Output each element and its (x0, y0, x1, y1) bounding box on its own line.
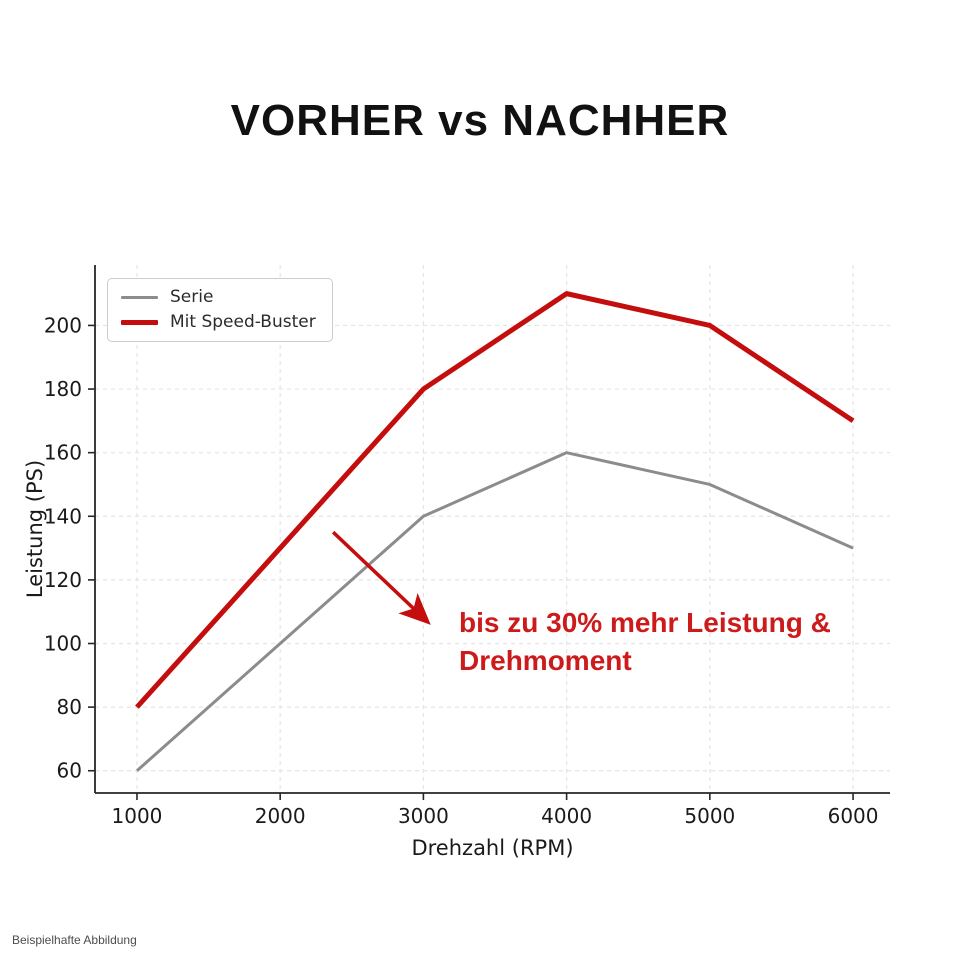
x-tick-label: 5000 (684, 804, 735, 828)
page-title: VORHER vs NACHHER (230, 96, 730, 145)
y-tick-label: 60 (57, 759, 82, 783)
annotation-line-2: Drehmoment (459, 645, 632, 676)
x-tick-label: 2000 (255, 804, 306, 828)
y-tick-label: 100 (44, 632, 82, 656)
legend-item-speed-buster: Mit Speed-Buster (121, 312, 316, 332)
legend-swatch-speed-buster (121, 319, 158, 325)
y-tick-label: 140 (44, 504, 82, 528)
chart-annotation: bis zu 30% mehr Leistung & Drehmoment (459, 604, 831, 680)
series-line-mit-speed-buster (135, 291, 855, 709)
x-tick-label: 3000 (398, 804, 449, 828)
y-tick-label: 120 (44, 568, 82, 592)
legend-swatch-serie (121, 295, 158, 299)
annotation-line-1: bis zu 30% mehr Leistung & (459, 607, 831, 638)
y-tick-label: 160 (44, 441, 82, 465)
legend-label-speed-buster: Mit Speed-Buster (170, 312, 316, 332)
y-tick-label: 180 (44, 377, 82, 401)
x-tick-label: 6000 (828, 804, 879, 828)
x-tick-label: 4000 (541, 804, 592, 828)
legend-item-serie: Serie (121, 287, 316, 307)
x-axis-label: Drehzahl (RPM) (411, 836, 573, 860)
y-axis-label: Leistung (PS) (23, 460, 47, 598)
x-tick-label: 1000 (112, 804, 163, 828)
disclaimer-text: Beispielhafte Abbildung (12, 933, 137, 947)
legend-label-serie: Serie (170, 287, 214, 307)
y-tick-label: 80 (57, 695, 82, 719)
annotation-arrow (331, 530, 431, 625)
series-line-serie (135, 451, 854, 772)
y-tick-label: 200 (44, 313, 82, 337)
chart-legend: Serie Mit Speed-Buster (107, 278, 333, 342)
